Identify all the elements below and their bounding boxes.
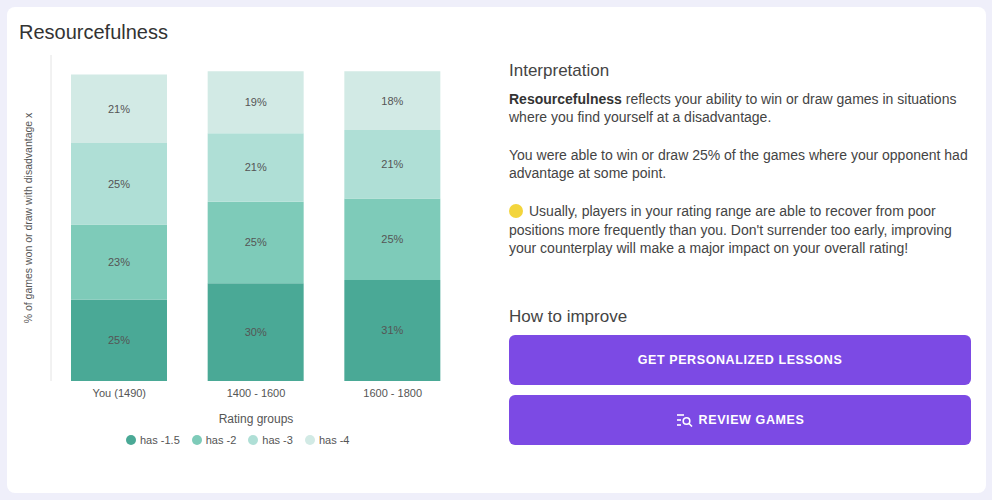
svg-text:25%: 25%	[245, 236, 267, 248]
svg-text:Rating groups: Rating groups	[219, 412, 294, 426]
svg-text:25%: 25%	[108, 178, 130, 190]
html-text:GET PERSONALIZED LESSONS: GET PERSONALIZED LESSONS	[637, 353, 843, 367]
html-text:has -3: has -3	[262, 434, 293, 446]
svg-text:25%: 25%	[108, 334, 130, 346]
html-text:Resourcefulness reflects your: Resourcefulness reflects your ability to…	[509, 91, 957, 125]
svg-text:You (1490): You (1490)	[93, 387, 146, 399]
html-text:REVIEW GAMES: REVIEW GAMES	[698, 413, 805, 427]
html-text:has -4: has -4	[318, 434, 350, 446]
svg-text:% of games won or draw with di: % of games won or draw with disadvantage…	[22, 112, 34, 323]
html-text:You were able to win or draw 2: You were able to win or draw 25% of the …	[509, 147, 968, 181]
svg-text:1400 - 1600: 1400 - 1600	[227, 387, 286, 399]
svg-text:21%: 21%	[381, 158, 403, 170]
svg-text:30%: 30%	[245, 326, 267, 338]
svg-text:1600 - 1800: 1600 - 1800	[363, 387, 422, 399]
svg-text:21%: 21%	[108, 103, 130, 115]
html-text:Usually, players in your ratin: Usually, players in your rating range ar…	[509, 203, 952, 257]
svg-text:19%: 19%	[245, 96, 267, 108]
svg-text:31%: 31%	[381, 324, 403, 336]
svg-text:21%: 21%	[245, 161, 267, 173]
html-text:has -1.5: has -1.5	[140, 434, 180, 446]
svg-text:18%: 18%	[381, 95, 403, 107]
svg-text:25%: 25%	[381, 233, 403, 245]
html-text:has -2: has -2	[205, 434, 237, 446]
html-text:Interpretation: Interpretation	[509, 61, 610, 80]
svg-text:23%: 23%	[108, 256, 130, 268]
html-text:Resourcefulness: Resourcefulness	[19, 21, 168, 43]
html-text:How to improve: How to improve	[509, 307, 628, 326]
